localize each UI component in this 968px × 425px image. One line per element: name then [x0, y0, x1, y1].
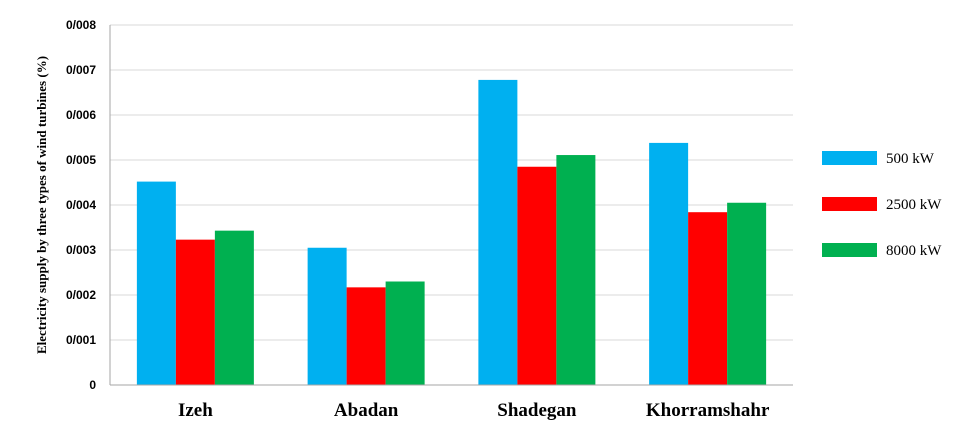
- y-tick-label: 0/006: [66, 108, 96, 122]
- bars: [136, 79, 767, 386]
- y-tick-label: 0/002: [66, 288, 96, 302]
- bar-2500-kw: [517, 166, 557, 385]
- bar-8000-kw: [385, 281, 425, 385]
- y-tick-label: 0/004: [66, 198, 96, 212]
- y-tick-label: 0/007: [66, 63, 96, 77]
- legend-label: 500 kW: [886, 151, 935, 167]
- legend-swatch: [822, 243, 877, 257]
- legend: 500 kW 2500 kW 8000 kW: [822, 151, 942, 259]
- category-label: Izeh: [178, 400, 213, 421]
- bar-500-kw: [478, 79, 518, 386]
- legend-swatch: [822, 197, 877, 211]
- category-label: Khorramshahr: [646, 400, 770, 421]
- legend-label: 8000 kW: [886, 243, 942, 259]
- y-tick-label: 0/001: [66, 333, 96, 347]
- y-axis-title: Electricity supply by three types of win…: [34, 56, 49, 354]
- bar-8000-kw: [556, 155, 596, 385]
- y-tick-label: 0/008: [66, 18, 96, 32]
- legend-label: 2500 kW: [886, 197, 942, 213]
- category-label: Shadegan: [497, 400, 577, 421]
- category-labels: Izeh Abadan Shadegan Khorramshahr: [178, 400, 770, 421]
- bar-500-kw: [307, 247, 347, 385]
- bar-2500-kw: [175, 239, 215, 385]
- y-tick-label: 0/003: [66, 243, 96, 257]
- bar-8000-kw: [727, 202, 767, 385]
- bar-2500-kw: [688, 212, 728, 385]
- bar-8000-kw: [214, 230, 254, 385]
- bar-500-kw: [649, 142, 689, 385]
- y-tick-labels: 0 0/001 0/002 0/003 0/004 0/005 0/006 0/007 0/00…: [66, 18, 96, 392]
- legend-swatch: [822, 151, 877, 165]
- y-tick-label: 0: [89, 378, 96, 392]
- bar-2500-kw: [346, 287, 386, 385]
- y-tick-label: 0/005: [66, 153, 96, 167]
- bar-500-kw: [136, 181, 176, 385]
- category-label: Abadan: [334, 400, 399, 421]
